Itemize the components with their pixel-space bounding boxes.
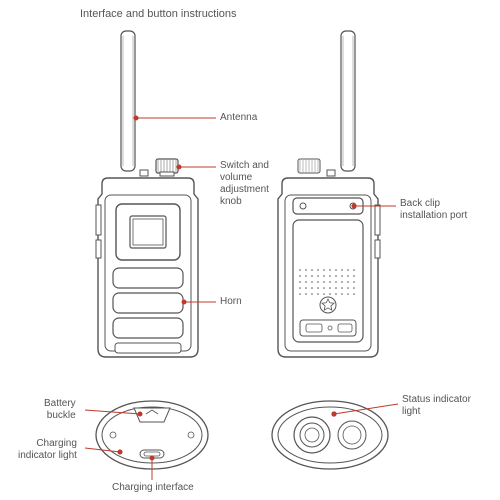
label-status-light: Status indicator light <box>402 394 471 418</box>
top-view-right <box>272 401 388 469</box>
label-switch-knob: Switch and volume adjustment knob <box>220 160 269 208</box>
label-charging-interface: Charging interface <box>112 482 194 494</box>
diagram-canvas <box>0 0 500 500</box>
back-view <box>278 31 380 357</box>
label-battery-buckle: Battery buckle <box>44 398 76 422</box>
label-antenna: Antenna <box>220 112 257 124</box>
label-charging-light: Charging indicator light <box>18 438 77 462</box>
front-view <box>96 31 198 357</box>
label-back-clip: Back clip installation port <box>400 198 467 222</box>
label-horn: Horn <box>220 296 242 308</box>
